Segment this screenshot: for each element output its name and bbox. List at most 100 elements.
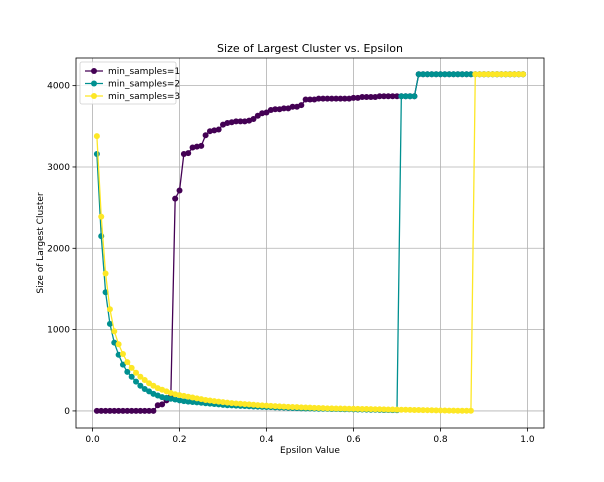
series-3-point	[480, 71, 487, 78]
series-2-point	[441, 71, 448, 78]
chart-title: Size of Largest Cluster vs. Epsilon	[217, 42, 403, 55]
series-3-point	[115, 341, 122, 348]
x-axis-ticks: 0.0 0.2 0.4 0.6 0.8 1.0	[85, 428, 535, 445]
series-1-point	[133, 407, 140, 414]
series-1-point	[350, 94, 357, 101]
series-3-point	[237, 400, 244, 407]
series-1-point	[389, 93, 396, 100]
series-3-point	[485, 71, 492, 78]
series-3-point	[276, 403, 283, 410]
series-1-point	[198, 142, 205, 149]
series-3-point	[215, 398, 222, 405]
series-3-point	[293, 404, 300, 411]
series-3-point	[367, 406, 374, 413]
legend-label: min_samples=3	[108, 92, 180, 102]
series-3-point	[372, 406, 379, 413]
series-3-point	[359, 405, 366, 412]
series-1-point	[367, 94, 374, 101]
series-2-point	[467, 71, 474, 78]
series-1-point	[263, 109, 270, 116]
series-1-point	[141, 407, 148, 414]
series-1-point	[106, 407, 113, 414]
series-3-point	[454, 407, 461, 414]
series-3-point	[463, 407, 470, 414]
series-1-point	[307, 96, 313, 103]
series-1-point	[341, 95, 348, 102]
series-1-point	[233, 118, 240, 125]
legend-item: min_samples=2	[85, 80, 180, 90]
series-2-point	[463, 71, 470, 78]
series-3-point	[102, 270, 109, 277]
series-3-point	[337, 405, 344, 412]
series-2-point	[420, 71, 427, 78]
legend-label: min_samples=1	[108, 67, 180, 77]
series-3-point	[354, 405, 361, 412]
legend-swatch-marker	[91, 68, 97, 74]
series-1	[93, 71, 527, 414]
series-3-point	[498, 71, 505, 78]
series-3-point	[289, 404, 296, 411]
series-2-point	[437, 71, 444, 78]
series-2-point	[189, 398, 196, 405]
series-3-point	[106, 306, 113, 313]
series-2-point	[93, 150, 100, 157]
series-3-point	[220, 399, 227, 406]
series-3-point	[459, 407, 466, 414]
series-1-point	[254, 112, 261, 119]
series-3-point	[437, 407, 444, 414]
series-2-point	[119, 361, 126, 368]
series-3-point	[133, 369, 140, 376]
x-tick-label: 0.4	[259, 435, 274, 445]
series-2-point	[428, 71, 435, 78]
series-1-point	[159, 401, 166, 408]
series-2-point	[398, 93, 405, 100]
series-3-point	[224, 399, 231, 406]
series-3-point	[515, 71, 522, 78]
series-3-point	[320, 405, 327, 412]
series-1-point	[376, 93, 383, 100]
series-1-point	[150, 407, 157, 414]
series-3-point	[298, 404, 305, 411]
series-1-point	[115, 407, 122, 414]
legend-item: min_samples=3	[85, 92, 180, 102]
series-2-point	[446, 71, 453, 78]
x-axis-label: Epsilon Value	[280, 446, 340, 456]
series-2-point	[185, 398, 192, 405]
series-3-point	[137, 373, 144, 380]
series-3-point	[450, 407, 457, 414]
legend-swatch-marker	[91, 93, 97, 99]
series-2-point	[146, 388, 153, 395]
series-3-point	[489, 71, 496, 78]
series-1-point	[328, 95, 335, 102]
x-tick-label: 0.6	[346, 435, 361, 445]
series-3-point	[124, 359, 131, 366]
y-axis-ticks: 0 1000 2000 3000 4000	[47, 82, 76, 417]
series-1-point	[111, 407, 118, 414]
y-tick-label: 4000	[47, 82, 70, 92]
series-1-point	[272, 106, 279, 113]
series-2-point	[433, 71, 440, 78]
series-3-point	[228, 400, 235, 407]
grid-lines	[76, 58, 544, 428]
series-3-point	[146, 380, 153, 387]
series-1-point	[93, 407, 100, 414]
series-2-point	[454, 71, 461, 78]
series-3-point	[111, 328, 118, 335]
series-2-point	[180, 398, 187, 405]
series-1-point	[176, 187, 183, 194]
series-1-point	[215, 126, 222, 133]
series-1-point	[363, 94, 370, 101]
series-1-point	[250, 115, 257, 122]
series-1-point	[202, 132, 209, 139]
series-1-point	[237, 118, 244, 125]
series-1-point	[380, 93, 387, 100]
x-tick-label: 0.0	[85, 435, 100, 445]
series-3-point	[476, 71, 483, 78]
series-2-point	[137, 382, 144, 389]
series-3-point	[411, 406, 418, 413]
legend-label: min_samples=2	[108, 80, 180, 90]
series-1-point	[119, 407, 126, 414]
series-3-point	[98, 213, 105, 220]
legend-swatch-marker	[91, 80, 97, 87]
